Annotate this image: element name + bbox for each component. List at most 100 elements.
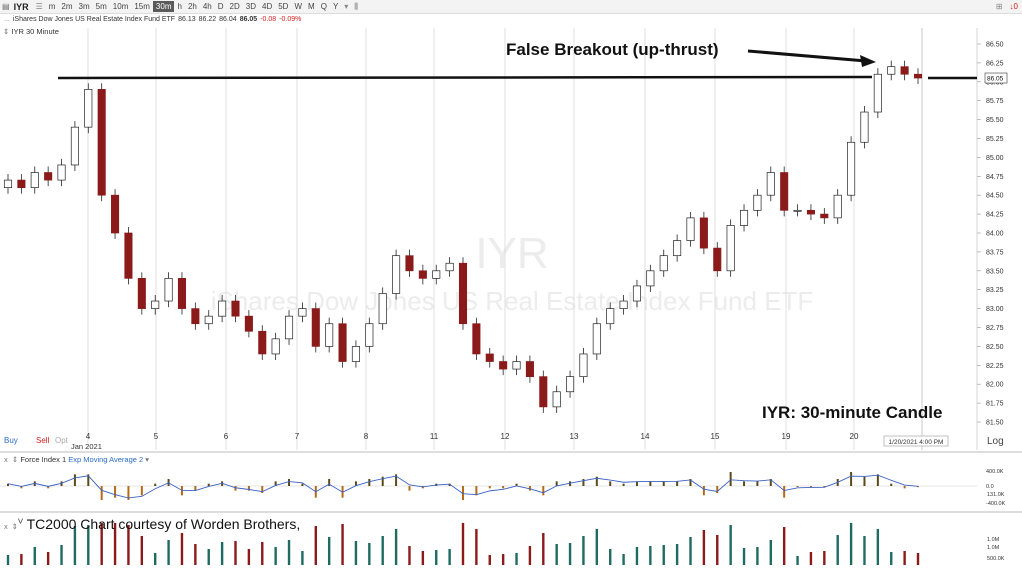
date-tick-label: 20 xyxy=(850,432,859,441)
tf-M[interactable]: M xyxy=(308,2,315,11)
quote-menu-icon[interactable]: ... xyxy=(4,16,10,23)
candle-body xyxy=(392,255,401,294)
price-tick-label: 82.00 xyxy=(986,382,1004,389)
tf-Y[interactable]: Y xyxy=(332,2,339,11)
move-icon[interactable]: ⇕ xyxy=(11,455,19,464)
volume-bar xyxy=(408,546,411,565)
tf-D[interactable]: D xyxy=(217,2,224,11)
chart-settings-icon[interactable]: ▤ xyxy=(2,2,10,11)
volume-bar xyxy=(528,546,532,565)
tf-2h[interactable]: 2h xyxy=(187,2,197,11)
alert-tag[interactable]: ↓0 xyxy=(1009,2,1018,11)
quote-high: 86.22 xyxy=(198,16,217,23)
tf-m[interactable]: m xyxy=(48,2,56,11)
chart-type-icon[interactable]: ⫼ xyxy=(354,1,358,11)
price-tick-label: 84.00 xyxy=(986,231,1004,238)
tf-5m[interactable]: 5m xyxy=(95,2,107,11)
volume-bar xyxy=(542,533,545,565)
candle-body xyxy=(124,232,133,279)
tf-30m[interactable]: 30m xyxy=(152,1,175,12)
tf-15m[interactable]: 15m xyxy=(134,2,150,11)
symbol-field[interactable]: IYR xyxy=(13,1,29,12)
link-icon[interactable]: ☰ xyxy=(35,2,43,11)
move-icon[interactable]: ⇕ xyxy=(3,27,12,36)
layout-icon[interactable]: ⊞ xyxy=(995,2,1003,11)
price-axis: 86.5086.2586.0085.7585.5085.2585.0084.75… xyxy=(976,28,1008,450)
candle-body xyxy=(900,66,909,75)
move-icon[interactable]: ⇕ xyxy=(11,522,18,531)
price-tick-label: 85.00 xyxy=(986,155,1004,162)
opt-button[interactable]: Opt xyxy=(55,436,69,445)
force-bar xyxy=(127,486,130,500)
tf-Q[interactable]: Q xyxy=(320,2,327,11)
tf-3m[interactable]: 3m xyxy=(78,2,90,11)
volume-bar xyxy=(742,548,746,565)
volume-bar xyxy=(220,542,224,565)
volume-bar xyxy=(595,529,599,565)
close-panel-icon[interactable]: x xyxy=(4,522,8,531)
volume-bar xyxy=(207,549,210,565)
tf-2D[interactable]: 2D xyxy=(229,2,240,11)
volume-bar xyxy=(609,549,612,565)
candle-body xyxy=(458,262,468,325)
candle-body xyxy=(780,172,789,211)
breakout-arrow-head xyxy=(860,55,876,67)
force-bar xyxy=(555,481,558,486)
volume-bar xyxy=(180,533,184,565)
volume-bar xyxy=(234,541,237,565)
candle-body xyxy=(418,270,427,279)
cursor-time: 1/20/2021 4:00 PM xyxy=(889,439,944,446)
tf-5D[interactable]: 5D xyxy=(278,2,289,11)
volume-bar xyxy=(73,526,77,565)
force-bar xyxy=(475,486,478,496)
candle-body xyxy=(873,73,882,113)
buy-button[interactable]: Buy xyxy=(4,436,18,445)
tf-4h[interactable]: 4h xyxy=(202,2,212,11)
tf-h[interactable]: h xyxy=(177,2,182,11)
date-tick-label: 15 xyxy=(711,432,720,441)
close-panel-icon[interactable]: x xyxy=(4,455,8,464)
price-tick-label: 84.75 xyxy=(986,174,1004,181)
tf-10m[interactable]: 10m xyxy=(112,2,129,11)
tf-2m[interactable]: 2m xyxy=(61,2,73,11)
force-bar xyxy=(716,486,719,493)
candle-body xyxy=(847,141,856,196)
force-bar xyxy=(863,476,866,486)
candle-body xyxy=(726,225,735,272)
tf-3D[interactable]: 3D xyxy=(245,2,256,11)
force-index-label[interactable]: Force Index 1 xyxy=(20,455,67,464)
dropdown-icon[interactable]: ▾ xyxy=(344,2,349,11)
candle-body xyxy=(84,89,93,128)
volume-bar xyxy=(890,552,893,565)
force-bar xyxy=(73,474,76,486)
watermark: IYR iShares Dow Jones US Real Estate Ind… xyxy=(211,229,814,316)
candle-body xyxy=(552,391,561,408)
tf-4D[interactable]: 4D xyxy=(262,2,273,11)
volume-bar xyxy=(287,540,291,565)
volume-bar xyxy=(46,552,50,565)
volume-bar xyxy=(113,523,117,565)
candle-body xyxy=(231,300,240,317)
breakout-arrow-shaft xyxy=(747,49,867,63)
force-bar xyxy=(100,486,103,500)
candle-body xyxy=(766,172,775,196)
watermark-symbol: IYR xyxy=(475,229,548,278)
force-bar xyxy=(408,486,411,491)
force-bar xyxy=(207,483,210,486)
sell-button[interactable]: Sell xyxy=(36,436,50,445)
price-tick-label: 85.25 xyxy=(986,136,1004,143)
volume-label[interactable]: V xyxy=(17,516,23,526)
candle-body xyxy=(271,338,280,355)
force-bar xyxy=(7,483,9,486)
ema-label[interactable]: Exp Moving Average 2 xyxy=(68,455,144,464)
price-tick-label: 83.75 xyxy=(986,249,1004,256)
candle-body xyxy=(30,172,39,188)
force-bar xyxy=(542,486,545,496)
volume-last-value: 1.0M xyxy=(987,537,1000,543)
scale-label[interactable]: Log xyxy=(987,436,1004,447)
force-tick-label: 0.0 xyxy=(986,484,994,490)
force-bar xyxy=(301,483,304,486)
date-tick-label: 6 xyxy=(224,432,229,441)
tf-W[interactable]: W xyxy=(294,2,303,11)
